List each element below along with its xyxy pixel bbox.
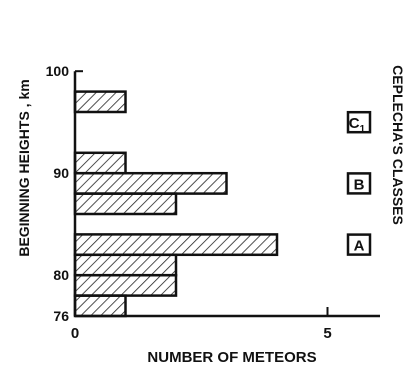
- y-tick-label: 90: [53, 165, 69, 181]
- axes-group: 76 80 90 100 0 5: [46, 63, 380, 342]
- histogram-bar: [73, 233, 279, 257]
- histogram-bar: [73, 192, 178, 216]
- histogram-bar: [73, 151, 127, 175]
- class-marker-box: [346, 110, 372, 134]
- x-tick-label: 5: [323, 325, 331, 342]
- classes-group: CEPLECHA'S CLASSES A B C1: [346, 65, 406, 256]
- histogram-bar: [73, 273, 178, 297]
- class-marker-label: C1: [349, 115, 366, 135]
- histogram-bar: [73, 90, 127, 114]
- labels-group: NUMBER OF METEORS BEGINNING HEIGHTS , km: [16, 79, 317, 366]
- y-tick-label: 100: [46, 63, 70, 79]
- y-tick-label: 76: [53, 308, 69, 324]
- y-tick-label: 80: [53, 267, 69, 283]
- classes-side-label: CEPLECHA'S CLASSES: [390, 65, 406, 225]
- bars-group: [73, 90, 279, 318]
- class-marker-label: B: [354, 176, 365, 193]
- x-tick-label: 0: [71, 325, 79, 342]
- class-marker-box: [346, 233, 372, 256]
- histogram-bar: [73, 171, 228, 195]
- histogram-bar: [73, 253, 178, 277]
- class-marker-box: [346, 172, 372, 195]
- histogram-bar: [73, 294, 127, 318]
- class-marker-label: A: [354, 238, 365, 255]
- y-axis-title: BEGINNING HEIGHTS , km: [16, 79, 32, 256]
- x-axis-title: NUMBER OF METEORS: [147, 349, 316, 366]
